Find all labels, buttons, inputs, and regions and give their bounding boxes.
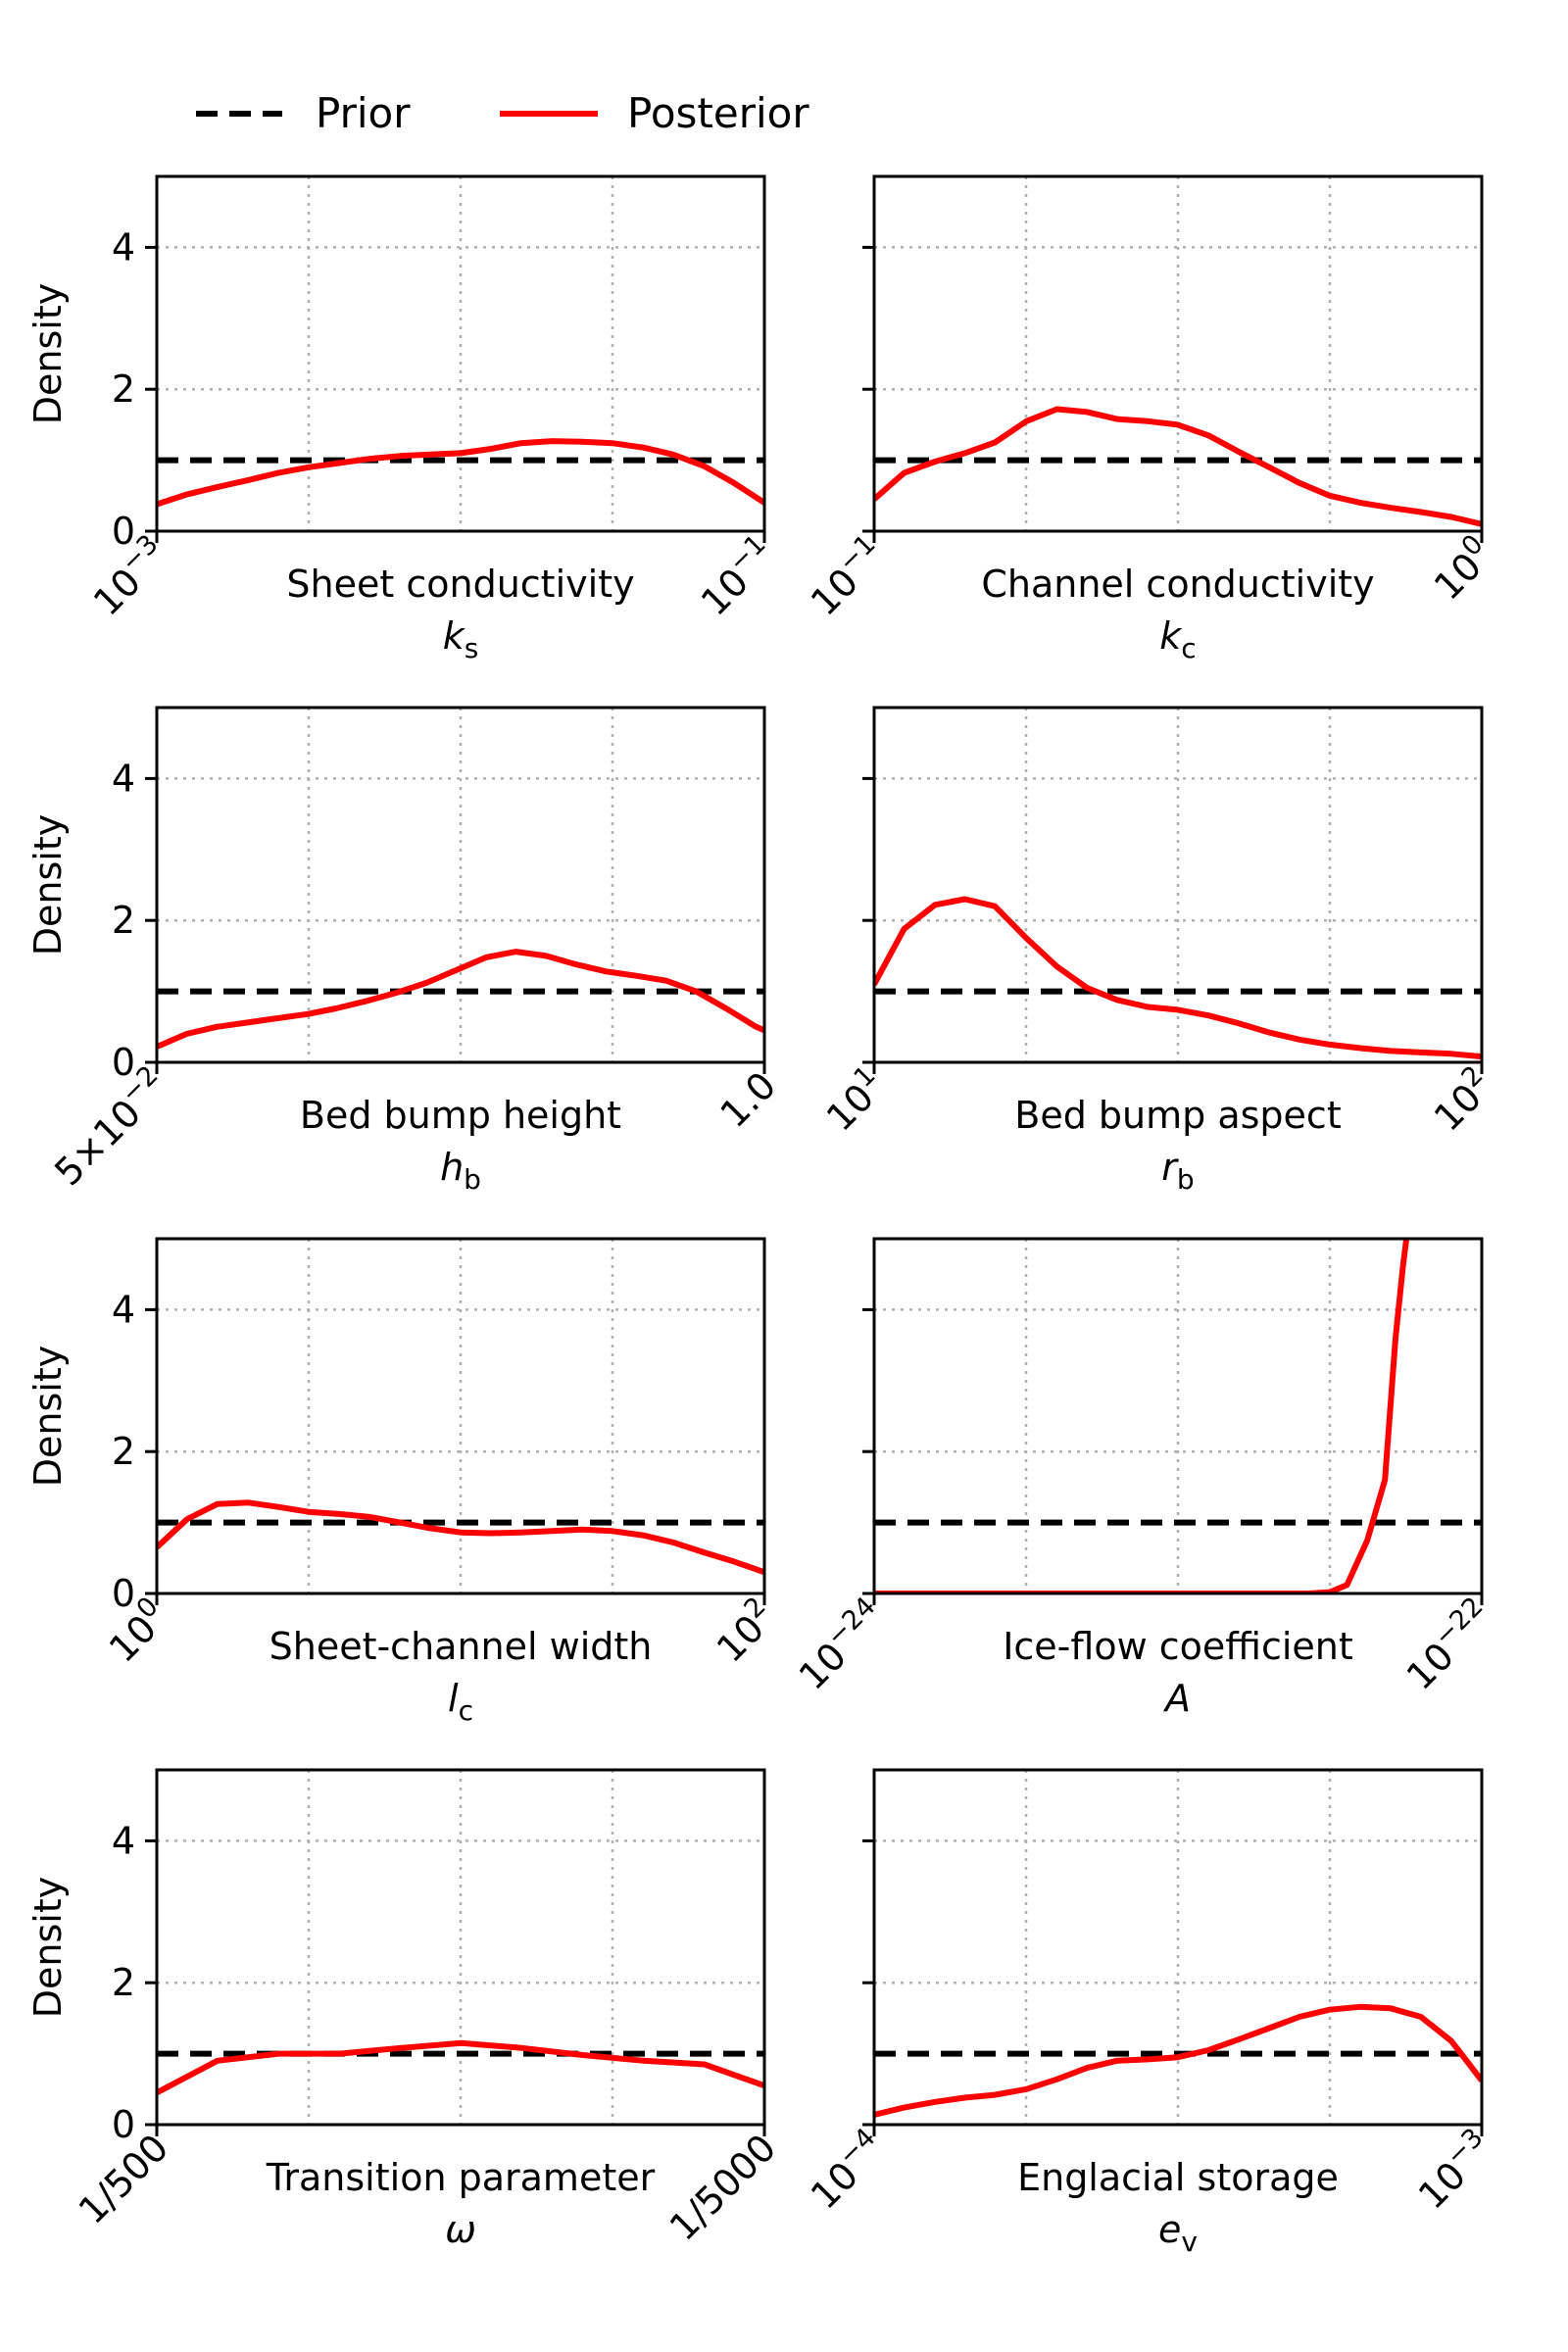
x-tick-label: 102 [1422, 1060, 1501, 1140]
legend-prior-label: Prior [316, 89, 411, 137]
x-tick-label: 10−4 [799, 2123, 894, 2218]
x-axis-label: Channel conductivity [981, 563, 1374, 606]
y-tick-label: 2 [112, 899, 135, 942]
x-axis-symbol: hb [440, 1146, 481, 1196]
x-axis-label: Sheet-channel width [270, 1625, 653, 1668]
panel-2: 0 2 4 Density 5×10−2 1.0 Bed bump height hb [26, 706, 785, 1196]
y-axis-label: Density [26, 1346, 70, 1487]
x-tick-label: 10−1 [689, 529, 784, 624]
x-tick-label: 101 [814, 1060, 894, 1140]
y-tick-label: 4 [112, 225, 135, 269]
posterior-line [157, 1499, 764, 1576]
posterior-line [874, 2003, 1482, 2118]
x-tick-label: 1.0 [712, 1063, 785, 1136]
plot-frame [155, 174, 766, 533]
y-tick-label: 0 [112, 1041, 135, 1084]
x-axis-label: Ice-flow coefficient [1003, 1625, 1353, 1668]
x-axis-symbol: kc [1159, 614, 1196, 664]
x-axis-symbol: ω [445, 2208, 476, 2251]
x-axis-label: Bed bump height [300, 1094, 621, 1137]
posterior-line [874, 406, 1482, 527]
panel-7: 10−4 10−3 Englacial storage ev [799, 1768, 1501, 2258]
y-axis-label: Density [26, 1877, 70, 2018]
x-axis-label: Englacial storage [1017, 2156, 1339, 2199]
x-axis-symbol: lc [448, 1677, 473, 1727]
y-tick-label: 2 [112, 1961, 135, 2004]
x-tick-label: 100 [1422, 529, 1501, 609]
x-tick-label: 1/5000 [662, 2126, 785, 2249]
x-axis-label: Sheet conductivity [286, 563, 634, 606]
x-axis-symbol: ks [443, 614, 479, 664]
x-tick-label: 10−1 [799, 529, 894, 624]
x-axis-label: Transition parameter [266, 2156, 656, 2199]
panels: 0 2 4 Density 10−3 10−1 Sheet conductivity ks 10… [26, 174, 1501, 2258]
posterior-line [874, 1239, 1410, 1593]
x-tick-label: 10−22 [1395, 1592, 1501, 1698]
posterior-line [157, 949, 764, 1050]
y-tick-label: 2 [112, 1430, 135, 1473]
plot-frame [872, 706, 1484, 1064]
panel-1: 10−1 100 Channel conductivity kc [799, 174, 1501, 664]
x-tick-label: 10−3 [81, 529, 176, 624]
posterior-line [157, 438, 764, 508]
panel-0: 0 2 4 Density 10−3 10−1 Sheet conductivity ks [26, 174, 784, 664]
x-tick-label: 5×10−2 [43, 1060, 177, 1195]
plot-frame [872, 174, 1484, 533]
legend: Prior Posterior [196, 89, 809, 137]
x-axis-symbol: A [1162, 1677, 1191, 1720]
plot-frame [872, 1768, 1484, 2127]
y-tick-label: 4 [112, 757, 135, 800]
y-tick-label: 4 [112, 1819, 135, 1862]
legend-posterior-label: Posterior [627, 89, 809, 137]
plot-frame [872, 1237, 1484, 1595]
y-tick-label: 2 [112, 368, 135, 411]
x-axis-symbol: rb [1161, 1146, 1194, 1196]
x-axis-label: Bed bump aspect [1014, 1094, 1341, 1137]
panel-5: 10−24 10−22 Ice-flow coefficient A [787, 1237, 1501, 1720]
plot-frame [155, 1237, 766, 1595]
y-axis-label: Density [26, 283, 70, 424]
posterior-line [157, 2039, 764, 2096]
y-tick-label: 0 [112, 510, 135, 553]
panel-4: 0 2 4 Density 100 102 Sheet-channel width lc [26, 1237, 784, 1727]
x-tick-label: 10−3 [1406, 2123, 1501, 2218]
y-axis-label: Density [26, 814, 70, 956]
plot-frame [155, 1768, 766, 2127]
plot-frame [155, 706, 766, 1064]
x-tick-label: 100 [97, 1592, 176, 1671]
x-tick-label: 10−24 [787, 1592, 894, 1698]
panel-3: 101 102 Bed bump aspect rb [814, 706, 1501, 1196]
y-tick-label: 0 [112, 2103, 135, 2146]
x-tick-label: 102 [705, 1592, 784, 1671]
x-axis-symbol: ev [1158, 2208, 1198, 2258]
y-tick-label: 4 [112, 1288, 135, 1331]
posterior-line [874, 896, 1482, 1060]
y-tick-label: 0 [112, 1572, 135, 1615]
